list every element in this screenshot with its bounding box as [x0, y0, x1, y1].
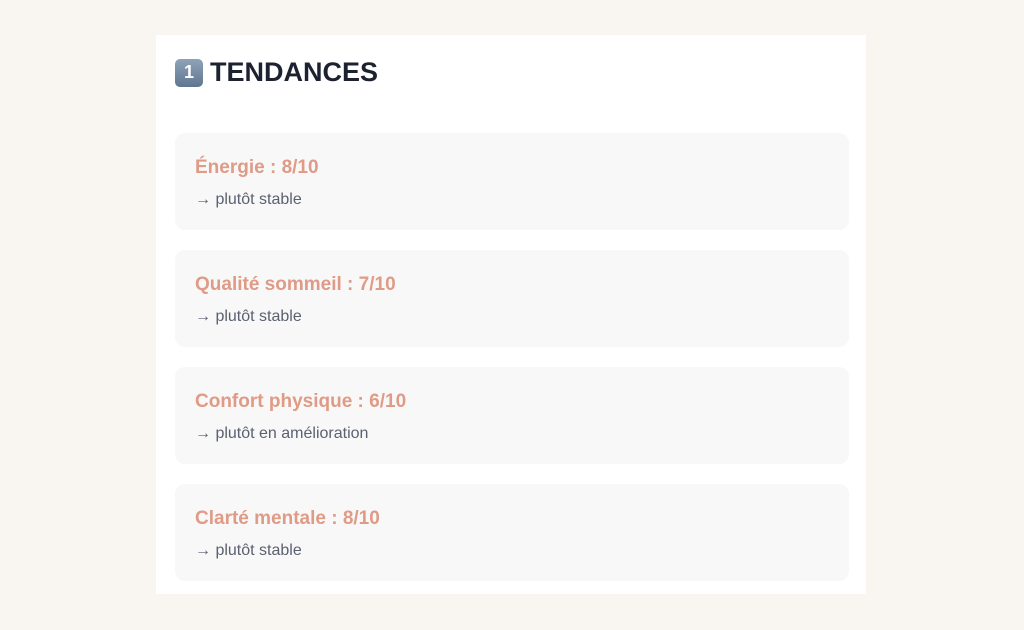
trend-item-energie: Énergie : 8/10 → plutôt stable	[175, 133, 849, 230]
section-title-text: TENDANCES	[210, 57, 379, 87]
trend-label: Qualité sommeil : 7/10	[195, 274, 396, 295]
trend-item-sommeil: Qualité sommeil : 7/10 → plutôt stable	[175, 250, 849, 347]
trend-text: → plutôt stable	[195, 191, 302, 208]
trend-text: → plutôt stable	[195, 542, 302, 559]
trend-label: Énergie : 8/10	[195, 157, 319, 178]
trend-text: → plutôt stable	[195, 308, 302, 325]
keycap-one-icon: 1	[175, 58, 203, 87]
trend-item-confort: Confort physique : 6/10 → plutôt en amél…	[175, 367, 849, 464]
trend-item-clarte: Clarté mentale : 8/10 → plutôt stable	[175, 484, 849, 581]
trend-label: Confort physique : 6/10	[195, 391, 407, 412]
section-title: 1 TENDANCES	[175, 57, 378, 88]
trends-card: 1 TENDANCES Énergie : 8/10 → plutôt stab…	[156, 35, 866, 594]
trend-text: → plutôt en amélioration	[195, 425, 369, 442]
trend-label: Clarté mentale : 8/10	[195, 508, 380, 529]
